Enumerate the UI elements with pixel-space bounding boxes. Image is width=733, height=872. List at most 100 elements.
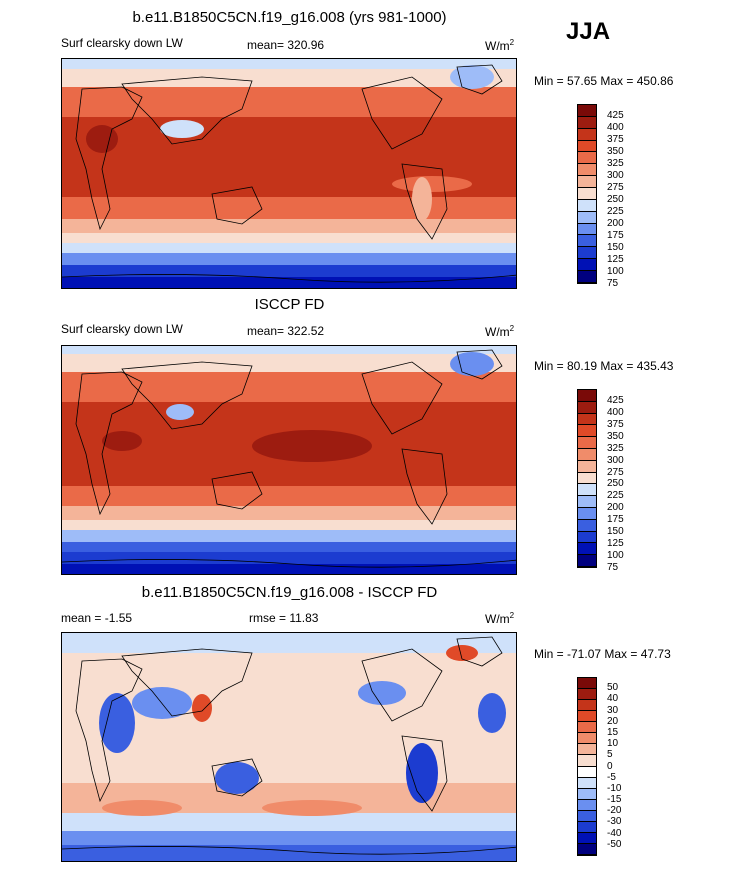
colorbar-segment (578, 678, 596, 690)
season-label: JJA (566, 18, 611, 45)
colorbar-tick-label: 10 (607, 738, 619, 750)
colorbar-tick-label: 0 (607, 760, 613, 772)
colorbar-segment (578, 788, 596, 800)
colorbar-tick-label: -10 (607, 782, 622, 794)
panel3-colorbar (577, 677, 597, 856)
colorbar-segment (578, 766, 596, 778)
colorbar-tick-label: 375 (607, 134, 624, 145)
colorbar-tick-label: 30 (607, 704, 619, 716)
colorbar-segment (578, 425, 596, 438)
colorbar-tick-label: 100 (607, 266, 624, 277)
colorbar-tick-label: 400 (607, 406, 624, 418)
panel1-units: W/m2 (485, 38, 515, 53)
colorbar-segment (578, 105, 596, 117)
panel1-title: b.e11.B1850C5CN.f19_g16.008 (yrs 981-100… (132, 9, 447, 26)
colorbar-tick-label: 75 (607, 562, 619, 573)
colorbar-tick-label: 425 (607, 110, 624, 121)
colorbar-segment (578, 519, 596, 532)
colorbar-tick-label: 40 (607, 693, 619, 705)
colorbar-tick-label: 125 (607, 538, 624, 550)
colorbar-tick-label: 350 (607, 146, 624, 157)
panel2-colorbar (577, 389, 597, 568)
panel2-title: ISCCP FD (254, 296, 325, 313)
colorbar-segment (578, 390, 596, 402)
panel2-map (61, 345, 517, 575)
colorbar-segment (578, 777, 596, 789)
colorbar-segment (578, 271, 596, 283)
colorbar-segment (578, 832, 596, 844)
colorbar-segment (578, 843, 596, 855)
panel1-minmax: Min = 57.65 Max = 450.86 (534, 74, 674, 88)
colorbar-tick-label: 175 (607, 230, 624, 241)
colorbar-tick-label: 50 (607, 682, 619, 694)
colorbar-tick-label: -20 (607, 805, 622, 817)
panel2-minmax: Min = 80.19 Max = 435.43 (534, 359, 674, 373)
panel2-units: W/m2 (485, 324, 515, 339)
colorbar-tick-label: 400 (607, 122, 624, 133)
colorbar-segment (578, 211, 596, 224)
colorbar-tick-label: 200 (607, 218, 624, 229)
colorbar-tick-label: 5 (607, 749, 613, 761)
colorbar-segment (578, 722, 596, 734)
colorbar-segment (578, 128, 596, 141)
colorbar-segment (578, 507, 596, 520)
colorbar-segment (578, 176, 596, 189)
colorbar-segment (578, 799, 596, 811)
panel3-units: W/m2 (485, 611, 515, 626)
colorbar-segment (578, 401, 596, 414)
panel1-map (61, 58, 517, 289)
colorbar-segment (578, 235, 596, 248)
colorbar-segment (578, 755, 596, 767)
colorbar-segment (578, 700, 596, 712)
colorbar-tick-label: 225 (607, 206, 624, 217)
colorbar-tick-label: 20 (607, 715, 619, 727)
colorbar-segment (578, 199, 596, 212)
colorbar-tick-label: -5 (607, 771, 616, 783)
colorbar-segment (578, 223, 596, 236)
colorbar-segment (578, 689, 596, 701)
colorbar-tick-label: -15 (607, 794, 622, 806)
panel3-map (61, 632, 517, 862)
panel3-mean: mean = -1.55 (61, 611, 133, 625)
colorbar-tick-label: 125 (607, 254, 624, 265)
colorbar-segment (578, 152, 596, 165)
colorbar-segment (578, 496, 596, 508)
colorbar-tick-label: 250 (607, 194, 624, 205)
colorbar-segment (578, 188, 596, 200)
panel3-rmse: rmse = 11.83 (249, 611, 319, 625)
colorbar-tick-label: 75 (607, 278, 619, 289)
colorbar-tick-label: 150 (607, 242, 624, 253)
colorbar-segment (578, 259, 596, 272)
colorbar-segment (578, 711, 596, 723)
colorbar-segment (578, 116, 596, 129)
panel1-variable: Surf clearsky down LW (61, 36, 183, 50)
colorbar-tick-label: 350 (607, 430, 624, 442)
colorbar-tick-label: 375 (607, 418, 624, 430)
colorbar-segment (578, 555, 596, 567)
panel3-minmax: Min = -71.07 Max = 47.73 (534, 647, 671, 661)
colorbar-tick-label: 325 (607, 442, 624, 454)
colorbar-segment (578, 744, 596, 756)
colorbar-segment (578, 140, 596, 153)
colorbar-segment (578, 437, 596, 449)
colorbar-tick-label: 300 (607, 454, 624, 466)
colorbar-tick-label: 100 (607, 550, 624, 562)
colorbar-tick-label: -40 (607, 827, 622, 839)
colorbar-segment (578, 413, 596, 426)
colorbar-segment (578, 460, 596, 473)
colorbar-segment (578, 164, 596, 177)
colorbar-tick-label: 275 (607, 466, 624, 478)
colorbar-tick-label: -50 (607, 838, 622, 850)
colorbar-segment (578, 821, 596, 833)
colorbar-tick-label: 15 (607, 726, 619, 738)
panel3-title: b.e11.B1850C5CN.f19_g16.008 - ISCCP FD (141, 584, 438, 601)
colorbar-segment (578, 472, 596, 485)
colorbar-tick-label: 250 (607, 478, 624, 490)
colorbar-tick-label: 175 (607, 514, 624, 526)
colorbar-segment (578, 448, 596, 461)
colorbar-tick-label: 225 (607, 490, 624, 502)
colorbar-tick-label: 200 (607, 502, 624, 514)
colorbar-segment (578, 531, 596, 544)
colorbar-segment (578, 810, 596, 822)
colorbar-segment (578, 543, 596, 556)
